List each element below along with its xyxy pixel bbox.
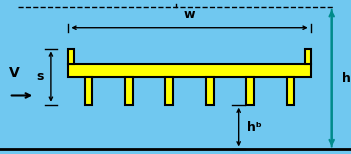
Bar	[305, 49, 311, 64]
Bar	[85, 77, 93, 105]
Bar	[206, 77, 213, 105]
Bar	[166, 77, 173, 105]
Text: hᵇ: hᵇ	[247, 121, 262, 134]
Text: s: s	[37, 70, 44, 83]
Bar	[246, 77, 254, 105]
Text: w: w	[184, 8, 195, 21]
Bar	[286, 77, 294, 105]
Bar	[125, 77, 133, 105]
Bar	[68, 49, 74, 64]
Bar	[68, 64, 311, 77]
Text: hᵤ: hᵤ	[342, 72, 351, 85]
Text: V: V	[9, 66, 20, 80]
